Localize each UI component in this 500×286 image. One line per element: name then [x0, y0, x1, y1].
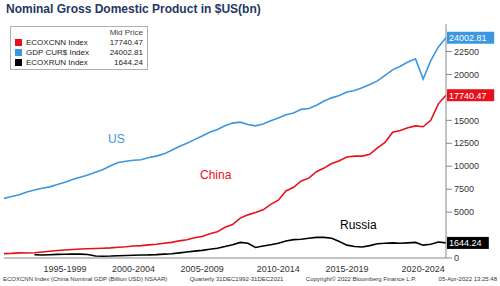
html-text:Copyright© 2022 Bloomberg Fina: Copyright© 2022 Bloomberg Finance L.P. [305, 276, 417, 282]
svg-text:20000: 20000 [454, 70, 479, 80]
svg-text:2005-2009: 2005-2009 [181, 264, 224, 274]
html-text:Quarterly 31DEC1992-31DEC2021: Quarterly 31DEC1992-31DEC2021 [189, 276, 284, 282]
html-text:Russia: Russia [340, 218, 377, 232]
html-text:ECOXRUN Index: ECOXRUN Index [26, 57, 88, 67]
svg-text:5000: 5000 [454, 207, 474, 217]
html-text:GDP CUR$ Index: GDP CUR$ Index [26, 47, 89, 57]
html-text:1644.24: 1644.24 [114, 57, 143, 67]
html-text:ECOXCNN Index: ECOXCNN Index [26, 37, 88, 47]
svg-text:15000: 15000 [454, 116, 479, 126]
svg-text:7500: 7500 [454, 184, 474, 194]
html-text:05-Apr-2022 13:25:48: 05-Apr-2022 13:25:48 [438, 276, 497, 282]
svg-text:12500: 12500 [454, 138, 479, 148]
svg-text:2010-2014: 2010-2014 [257, 264, 300, 274]
svg-text:1995-1999: 1995-1999 [43, 264, 86, 274]
svg-text:2015-2019: 2015-2019 [325, 264, 368, 274]
html-text:17740.47: 17740.47 [109, 37, 143, 47]
svg-text:22500: 22500 [454, 47, 479, 57]
svg-text:17740.47: 17740.47 [449, 91, 487, 101]
html-text:24002.81: 24002.81 [109, 47, 143, 57]
html-text:Nominal Gross Domestic Product: Nominal Gross Domestic Product in $US(bn… [6, 2, 261, 16]
svg-text:10000: 10000 [454, 161, 479, 171]
svg-text:1644.24: 1644.24 [449, 238, 482, 248]
svg-text:2020-2024: 2020-2024 [402, 264, 445, 274]
svg-text:0: 0 [454, 253, 459, 263]
html-text:ECOXCNN Index (China Nominal G: ECOXCNN Index (China Nominal GDP (Billio… [3, 276, 168, 282]
svg-text:2000-2004: 2000-2004 [112, 264, 155, 274]
svg-text:24002.81: 24002.81 [449, 33, 487, 43]
html-text:China: China [200, 168, 232, 182]
html-text:US: US [108, 132, 125, 146]
html-text:Mid Price: Mid Price [109, 28, 143, 37]
